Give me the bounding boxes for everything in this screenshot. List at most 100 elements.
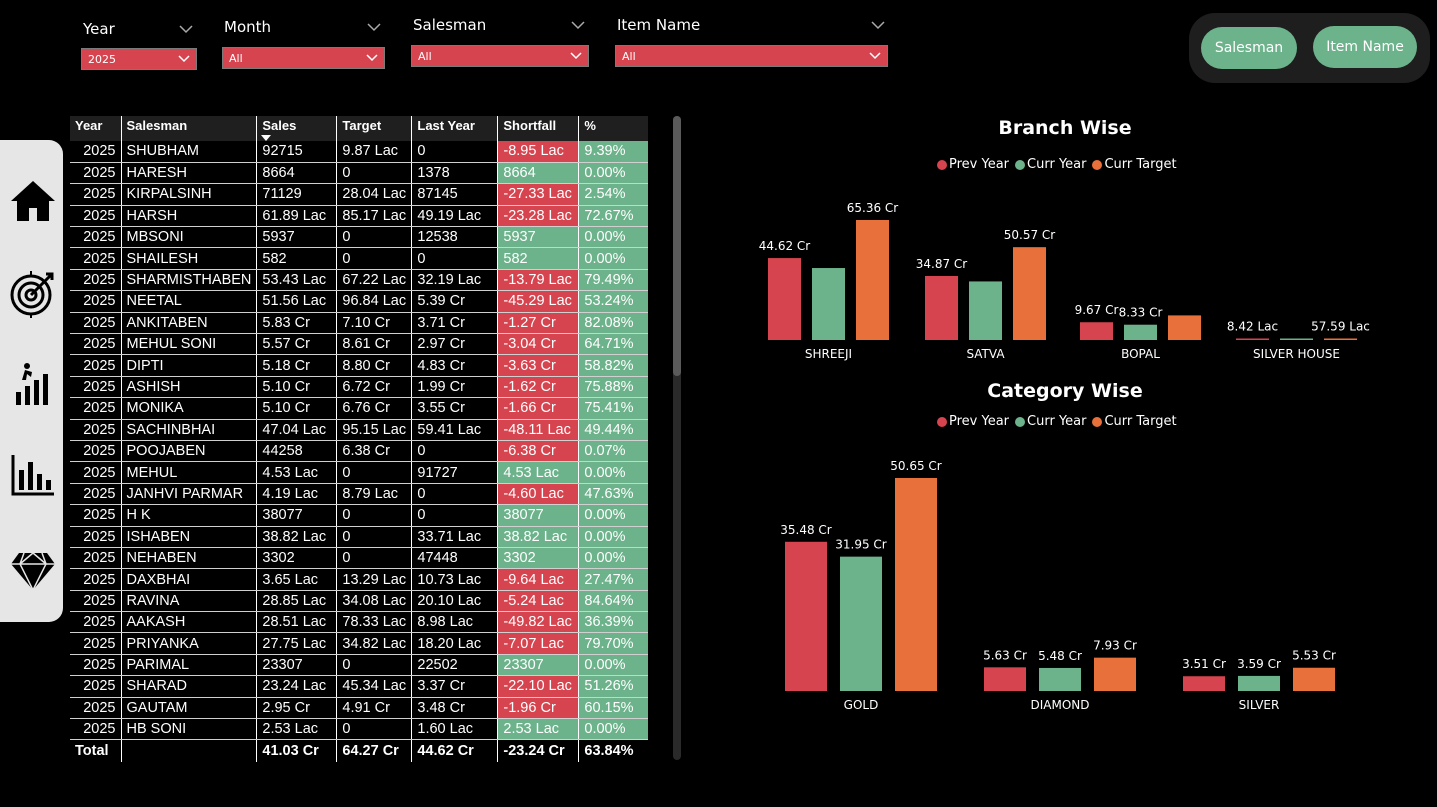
cell-target: 45.34 Lac (336, 675, 413, 698)
bar-diamond-curr-year[interactable] (1039, 667, 1081, 691)
bar-diamond-curr-target[interactable] (1094, 657, 1136, 691)
legend-item-curr-year[interactable]: Curr Year (1015, 157, 1086, 172)
data-label: 50.57 Cr (1004, 228, 1056, 242)
table-row[interactable]: 2025 MEHUL 4.53 Lac 0 91727 4.53 Lac 0.00% (70, 461, 648, 484)
table-row[interactable]: 2025 POOJABEN 44258 6.38 Cr 0 -6.38 Cr 0.07% (70, 440, 648, 463)
table-row[interactable]: 2025 NEETAL 51.56 Lac 96.84 Lac 5.39 Cr -45.2… (70, 290, 648, 313)
table-row[interactable]: 2025 ASHISH 5.10 Cr 6.72 Cr 1.99 Cr -1.62 Cr 7… (70, 376, 648, 399)
column-header-year[interactable]: Year (70, 116, 122, 141)
item-name-dropdown-value: All (622, 50, 636, 63)
item-name-page-button[interactable]: Item Name (1313, 26, 1417, 68)
salesman-dropdown[interactable]: All (411, 45, 589, 67)
cell-percent: 0.00% (578, 461, 648, 484)
legend-item-prev-year[interactable]: Prev Year (937, 414, 1009, 429)
table-row[interactable]: 2025 ANKITABEN 5.83 Cr 7.10 Cr 3.71 Cr -1.27 … (70, 312, 648, 335)
column-header-salesman[interactable]: Salesman (121, 116, 258, 141)
bar-silver-prev-year[interactable] (1183, 676, 1225, 691)
bar-satva-prev-year[interactable] (925, 275, 958, 340)
bar-chart-icon[interactable] (8, 450, 58, 500)
chevron-down-icon[interactable] (571, 18, 585, 32)
salesman-slicer[interactable]: Salesman All (411, 16, 589, 70)
home-icon[interactable] (8, 176, 58, 226)
table-row[interactable]: 2025 DIPTI 5.18 Cr 8.80 Cr 4.83 Cr -3.63 Cr 58… (70, 354, 648, 377)
table-row[interactable]: 2025 SHAILESH 582 0 0 582 0.00% (70, 247, 648, 270)
table-row[interactable]: 2025 PRIYANKA 27.75 Lac 34.82 Lac 18.20 Lac -… (70, 632, 648, 655)
salesman-page-button[interactable]: Salesman (1201, 27, 1297, 69)
bar-shreeji-prev-year[interactable] (768, 258, 801, 340)
cell-percent: 79.70% (578, 632, 648, 655)
table-row[interactable]: 2025 HARSH 61.89 Lac 85.17 Lac 49.19 Lac -23.… (70, 205, 648, 228)
table-row[interactable]: 2025 PARIMAL 23307 0 22502 23307 0.00% (70, 654, 648, 677)
table-row[interactable]: 2025 SHARMISTHABEN 53.43 Lac 67.22 Lac 32.19… (70, 269, 648, 292)
bar-satva-curr-year[interactable] (969, 281, 1002, 340)
bar-satva-curr-target[interactable] (1013, 247, 1046, 340)
column-header-percent[interactable]: % (578, 116, 648, 141)
bar-bopal-curr-target[interactable] (1168, 315, 1201, 340)
column-header-target[interactable]: Target (336, 116, 413, 141)
column-header-shortfall[interactable]: Shortfall (497, 116, 580, 141)
bar-shreeji-curr-year[interactable] (812, 268, 845, 340)
table-row[interactable]: 2025 GAUTAM 2.95 Cr 4.91 Cr 3.48 Cr -1.96 Cr 6… (70, 697, 648, 720)
bar-shreeji-curr-target[interactable] (856, 220, 889, 340)
table-row[interactable]: 2025 HB SONI 2.53 Lac 0 1.60 Lac 2.53 Lac 0.00… (70, 718, 648, 741)
bar-gold-curr-target[interactable] (895, 478, 937, 691)
bar-bopal-curr-year[interactable] (1124, 324, 1157, 340)
year-slicer[interactable]: Year 2025 (81, 20, 197, 72)
growth-stairs-icon[interactable] (8, 360, 58, 410)
table-row[interactable]: 2025 RAVINA 28.85 Lac 34.08 Lac 20.10 Lac -5.… (70, 590, 648, 613)
cell-year: 2025 (70, 141, 122, 163)
item-name-slicer[interactable]: Item Name All (615, 16, 888, 70)
month-slicer[interactable]: Month All (222, 18, 385, 72)
bar-silver-house-curr-target[interactable] (1324, 338, 1357, 341)
cell-last-year: 1378 (411, 162, 499, 185)
legend-item-curr-target[interactable]: Curr Target (1092, 157, 1177, 172)
table-row[interactable]: 2025 MEHUL SONI 5.57 Cr 8.61 Cr 2.97 Cr -3.04… (70, 333, 648, 356)
table-row[interactable]: 2025 ISHABEN 38.82 Lac 0 33.71 Lac 38.82 Lac 0… (70, 526, 648, 548)
chevron-down-icon[interactable] (871, 18, 885, 32)
cell-sales: 38077 (256, 504, 338, 527)
legend-item-prev-year[interactable]: Prev Year (937, 157, 1009, 172)
table-row[interactable]: 2025 AAKASH 28.51 Lac 78.33 Lac 8.98 Lac -49.… (70, 611, 648, 634)
table-row[interactable]: 2025 SHUBHAM 92715 9.87 Lac 0 -8.95 Lac 9.39% (70, 141, 648, 163)
bar-bopal-prev-year[interactable] (1080, 322, 1113, 340)
bar-gold-prev-year[interactable] (785, 541, 827, 691)
chevron-down-icon[interactable] (367, 20, 381, 34)
legend-label: Prev Year (949, 414, 1010, 429)
table-row[interactable]: 2025 MBSONI 5937 0 12538 5937 0.00% (70, 226, 648, 249)
table-row[interactable]: 2025 H K 38077 0 0 38077 0.00% (70, 504, 648, 527)
cell-year: 2025 (70, 590, 122, 613)
chevron-down-icon[interactable] (179, 22, 193, 36)
bar-silver-curr-target[interactable] (1293, 667, 1335, 691)
table-row[interactable]: 2025 JANHVI PARMAR 4.19 Lac 8.79 Lac 0 -4.60 … (70, 483, 648, 506)
bar-gold-curr-year[interactable] (840, 556, 882, 691)
cell-sales: 27.75 Lac (256, 632, 338, 655)
diamond-icon[interactable] (8, 544, 58, 594)
column-header-sales[interactable]: Sales (256, 116, 338, 141)
table-row[interactable]: 2025 MONIKA 5.10 Cr 6.76 Cr 3.55 Cr -1.66 Cr 7… (70, 397, 648, 420)
legend-item-curr-target[interactable]: Curr Target (1092, 414, 1177, 429)
table-scrollbar[interactable] (673, 116, 681, 760)
legend-item-curr-year[interactable]: Curr Year (1015, 414, 1086, 429)
table-row[interactable]: 2025 DAXBHAI 3.65 Lac 13.29 Lac 10.73 Lac -9.… (70, 568, 648, 591)
bar-diamond-prev-year[interactable] (984, 667, 1026, 691)
table-row[interactable]: 2025 SHARAD 23.24 Lac 45.34 Lac 3.37 Cr -22.1… (70, 675, 648, 698)
target-icon[interactable] (8, 268, 58, 318)
cell-target: 8.80 Cr (336, 354, 413, 377)
column-header-last-year[interactable]: Last Year (411, 116, 499, 141)
table-row[interactable]: 2025 NEHABEN 3302 0 47448 3302 0.00% (70, 547, 648, 570)
bar-silver-house-curr-year[interactable] (1280, 338, 1313, 341)
year-dropdown[interactable]: 2025 (81, 48, 197, 70)
bar-silver-curr-year[interactable] (1238, 675, 1280, 691)
item-name-dropdown[interactable]: All (615, 45, 888, 67)
cell-target: 0 (336, 504, 413, 527)
cell-last-year: 18.20 Lac (411, 632, 499, 655)
scrollbar-thumb[interactable] (673, 116, 681, 376)
cell-year: 2025 (70, 632, 122, 655)
table-row[interactable]: 2025 SACHINBHAI 47.04 Lac 95.15 Lac 59.41 La… (70, 419, 648, 441)
bar-silver-house-prev-year[interactable] (1236, 338, 1269, 341)
total-row[interactable]: Total 41.03 Cr 64.27 Cr 44.62 Cr -23.24 Cr 63… (70, 739, 648, 762)
cell-last-year: 0 (411, 440, 499, 463)
month-dropdown[interactable]: All (222, 47, 385, 69)
table-row[interactable]: 2025 KIRPALSINH 71129 28.04 Lac 87145 -27.33 … (70, 183, 648, 206)
table-row[interactable]: 2025 HARESH 8664 0 1378 8664 0.00% (70, 162, 648, 185)
